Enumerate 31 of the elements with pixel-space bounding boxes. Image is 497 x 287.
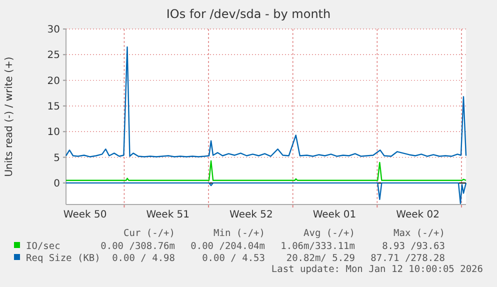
text: 0.00 / 4.98 <box>112 253 176 264</box>
x-tick-label: Week 51 <box>146 210 190 220</box>
text: Min (-/+) <box>214 228 265 239</box>
line-series <box>65 160 467 181</box>
legend-label: Req Size (KB) <box>26 253 100 264</box>
y-tick-label: 5 <box>54 152 60 164</box>
text: 8.93 /93.63 <box>382 241 445 252</box>
text: 87.71 /278.28 <box>370 253 446 264</box>
text: Avg (-/+) <box>304 228 355 239</box>
y-tick-label: 25 <box>47 50 60 62</box>
text: 0.00 / 4.53 <box>202 253 265 264</box>
x-tick-label: Week 02 <box>396 210 440 220</box>
y-tick-label: 0 <box>54 178 60 190</box>
x-tick-label: Week 50 <box>63 210 107 220</box>
y-tick-label: 10 <box>47 127 60 138</box>
text: 20.82m/ 5.29 <box>286 253 356 264</box>
x-tick-label: Week 52 <box>230 210 273 220</box>
legend-label: IO/sec <box>26 241 60 252</box>
y-axis-title: Units read (-) / write (+) <box>4 56 15 177</box>
x-tick-label: Week 01 <box>312 210 356 220</box>
text: Cur (-/+) <box>124 228 175 239</box>
y-tick-label: 30 <box>47 24 60 36</box>
text: 0.00 /204.04m <box>190 241 266 252</box>
text: 1.06m/333.11m <box>280 241 356 252</box>
line-series <box>65 46 467 158</box>
y-tick-label: 20 <box>47 76 60 87</box>
chart-title: IOs for /dev/sda - by month <box>166 7 331 21</box>
text: Max (-/+) <box>394 228 445 239</box>
text: Last update: Mon Jan 12 10:00:05 2026 <box>271 264 484 275</box>
text: 0.00 /308.76m <box>100 241 176 252</box>
y-tick-label: 15 <box>47 101 60 112</box>
